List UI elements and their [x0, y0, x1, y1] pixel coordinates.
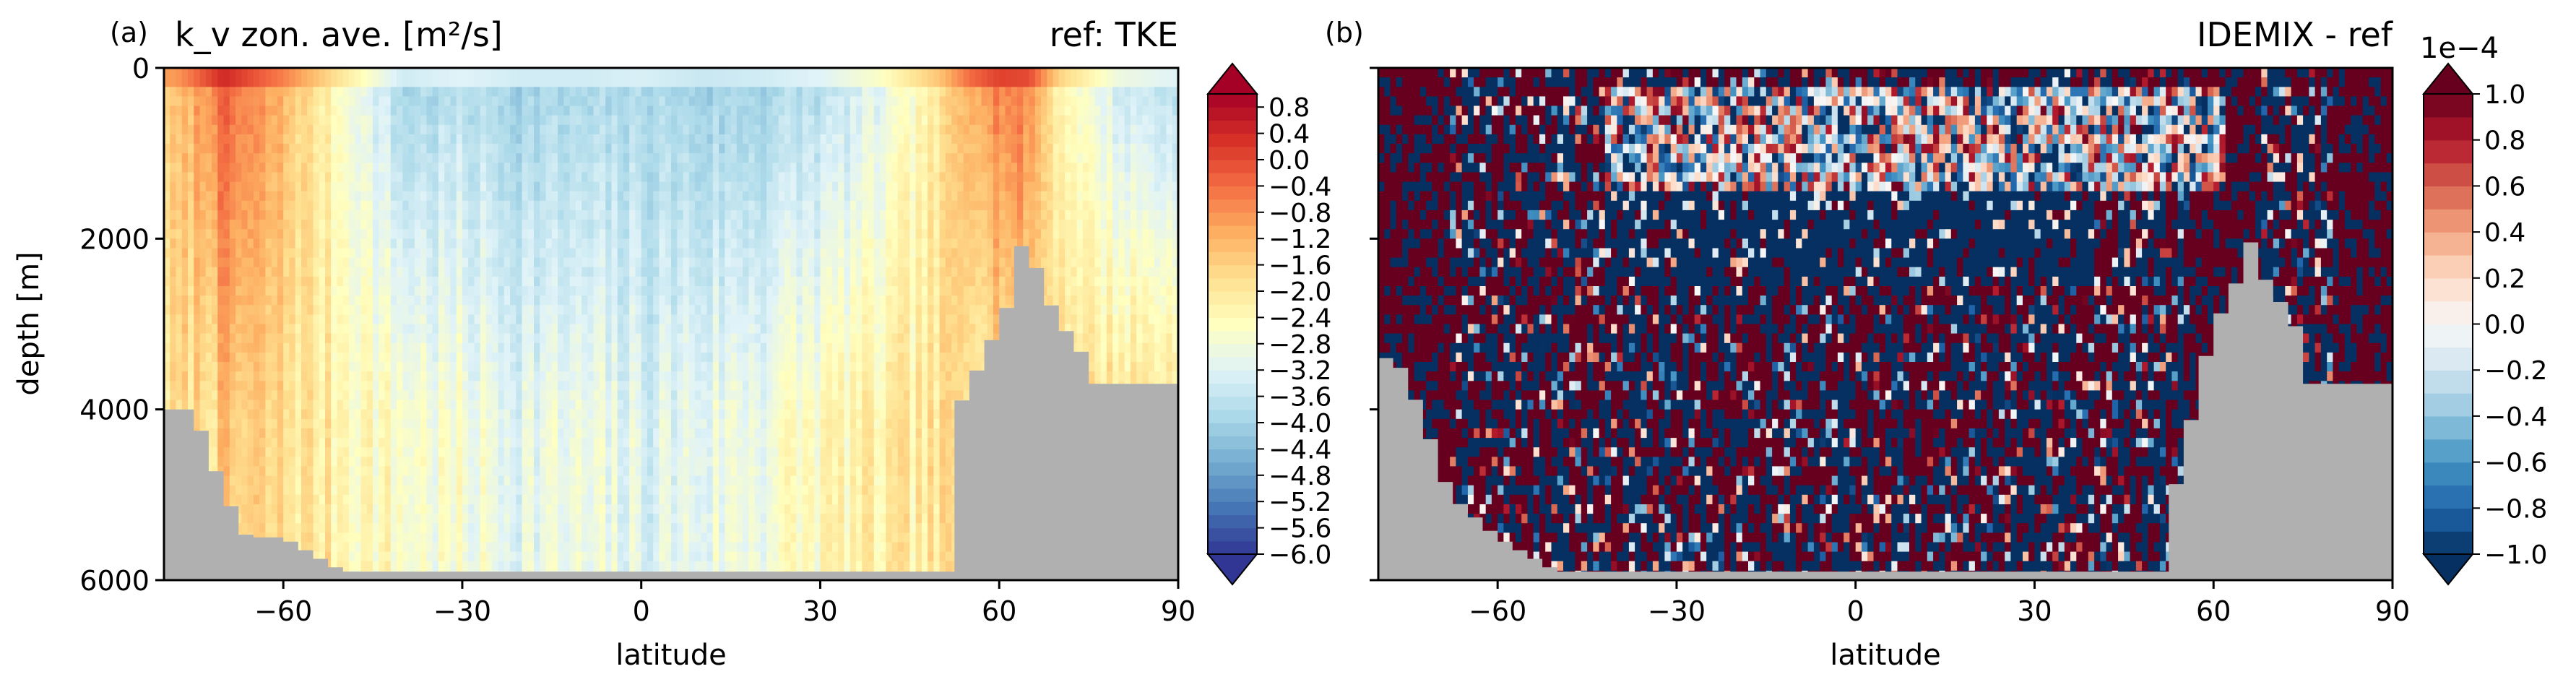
x-tick-label: −30 [433, 595, 491, 627]
panel-a: (a) k_v zon. ave. [m²/s] ref: TKE −60 −30… [12, 15, 1196, 672]
colorbar-a-swatches [1206, 62, 1259, 586]
x-tick-label: 30 [2017, 595, 2052, 627]
bathymetry-a [164, 246, 1178, 580]
x-tick-label: 60 [982, 595, 1016, 627]
colorbar-tick-label: 0.4 [1268, 120, 1310, 150]
axes-a-frame [163, 66, 1180, 582]
panel-a-label: (a) [110, 17, 148, 48]
colorbar-b-multiplier: 1e−4 [2420, 32, 2499, 65]
colorbar-extend-top [1206, 62, 1259, 95]
colorbar-tick-label: −0.2 [2484, 356, 2547, 386]
colorbar-tick-label: −0.8 [2484, 494, 2547, 524]
x-tick-label: 90 [2375, 595, 2410, 627]
panel-b: (b) IDEMIX - ref −60 −30 0 30 60 90 latitude [1325, 15, 2410, 672]
y-axis-b [1370, 66, 1378, 582]
colorbar-tick-label: 0.6 [2484, 172, 2525, 202]
colorbar-tick-label: 0.8 [1268, 93, 1310, 123]
x-tick-label: 0 [633, 595, 650, 627]
colorbar-extend-bottom [1206, 553, 1259, 586]
colorbar-tick-label: −4.4 [1268, 435, 1331, 465]
x-tick-label: −60 [1469, 595, 1526, 627]
colorbar-tick-label: 0.4 [2484, 218, 2525, 248]
x-axis-a: −60 −30 0 30 60 90 [254, 580, 1196, 627]
colorbar-b: 1e−4 1.0 0.8 0.6 0.4 0.2 0.0 −0.2 −0.4 −0.6 −0.8 −… [2420, 32, 2547, 586]
x-axis-label-b: latitude [1830, 639, 1940, 672]
bathymetry-b [1378, 242, 2393, 580]
panel-b-right-title: IDEMIX - ref [2197, 15, 2394, 54]
colorbar-a: 0.80.40.0−0.4−0.8−1.2−1.6−2.0−2.4−2.8−3.… [1206, 62, 1331, 586]
colorbar-tick-label: −3.2 [1268, 356, 1331, 386]
colorbar-tick-label: −0.8 [1268, 199, 1331, 228]
colorbar-extend-bottom [2421, 553, 2475, 586]
colorbar-tick-label: −3.6 [1268, 383, 1331, 413]
y-axis-label-a: depth [m] [12, 251, 46, 395]
colorbar-tick-label: 0.2 [2484, 264, 2525, 294]
y-tick-label: 6000 [79, 565, 150, 597]
panel-b-label: (b) [1325, 17, 1364, 48]
y-axis-a: 0 2000 4000 6000 [79, 53, 164, 597]
axes-b-frame [1377, 66, 2394, 582]
colorbar-tick-label: −2.0 [1268, 277, 1331, 307]
colorbar-tick-label: −2.8 [1268, 330, 1331, 360]
colorbar-tick-label: −2.4 [1268, 303, 1331, 333]
colorbar-tick-label: 0.0 [1268, 146, 1310, 176]
colorbar-tick-label: 0.8 [2484, 126, 2525, 156]
colorbar-b-ticks: 1.0 0.8 0.6 0.4 0.2 0.0 −0.2 −0.4 −0.6 −0.8 −1.0 [2473, 80, 2547, 570]
x-tick-label: −60 [254, 595, 312, 627]
colorbar-tick-label: −0.4 [2484, 402, 2547, 432]
colorbar-tick-label: 1.0 [2484, 80, 2525, 110]
colorbar-tick-label: −6.0 [1268, 540, 1331, 570]
x-tick-label: 60 [2196, 595, 2231, 627]
panel-a-right-title: ref: TKE [1050, 15, 1178, 54]
y-tick-label: 2000 [79, 223, 150, 255]
y-tick-label: 0 [132, 53, 150, 85]
x-axis-b: −60 −30 0 30 60 90 [1469, 580, 2410, 627]
heatmap-b [1378, 68, 2393, 580]
x-tick-label: −30 [1648, 595, 1706, 627]
colorbar-a-ticks: 0.80.40.0−0.4−0.8−1.2−1.6−2.0−2.4−2.8−3.… [1257, 93, 1331, 570]
colorbar-frame [1207, 93, 1258, 555]
colorbar-tick-label: −4.0 [1268, 409, 1331, 439]
colorbar-tick-label: −0.4 [1268, 172, 1331, 202]
x-tick-label: 30 [803, 595, 837, 627]
colorbar-tick-label: −4.8 [1268, 462, 1331, 491]
colorbar-extend-top [2421, 62, 2475, 95]
x-tick-label: 0 [1847, 595, 1864, 627]
colorbar-tick-label: −1.6 [1268, 251, 1331, 281]
land-mask [164, 246, 1178, 580]
panel-a-title: k_v zon. ave. [m²/s] [175, 15, 503, 54]
colorbar-tick-label: −1.0 [2484, 540, 2547, 570]
colorbar-tick-label: −5.2 [1268, 488, 1331, 517]
colorbar-b-swatches [2421, 62, 2475, 586]
colorbar-tick-label: 0.0 [2484, 311, 2525, 340]
colorbar-tick-label: −5.6 [1268, 514, 1331, 544]
x-tick-label: 90 [1161, 595, 1196, 627]
x-axis-label-a: latitude [615, 639, 726, 672]
colorbar-tick-label: −1.2 [1268, 225, 1331, 254]
land-mask [1378, 242, 2393, 580]
colorbar-tick-label: −0.6 [2484, 449, 2547, 478]
y-tick-label: 4000 [79, 394, 150, 426]
